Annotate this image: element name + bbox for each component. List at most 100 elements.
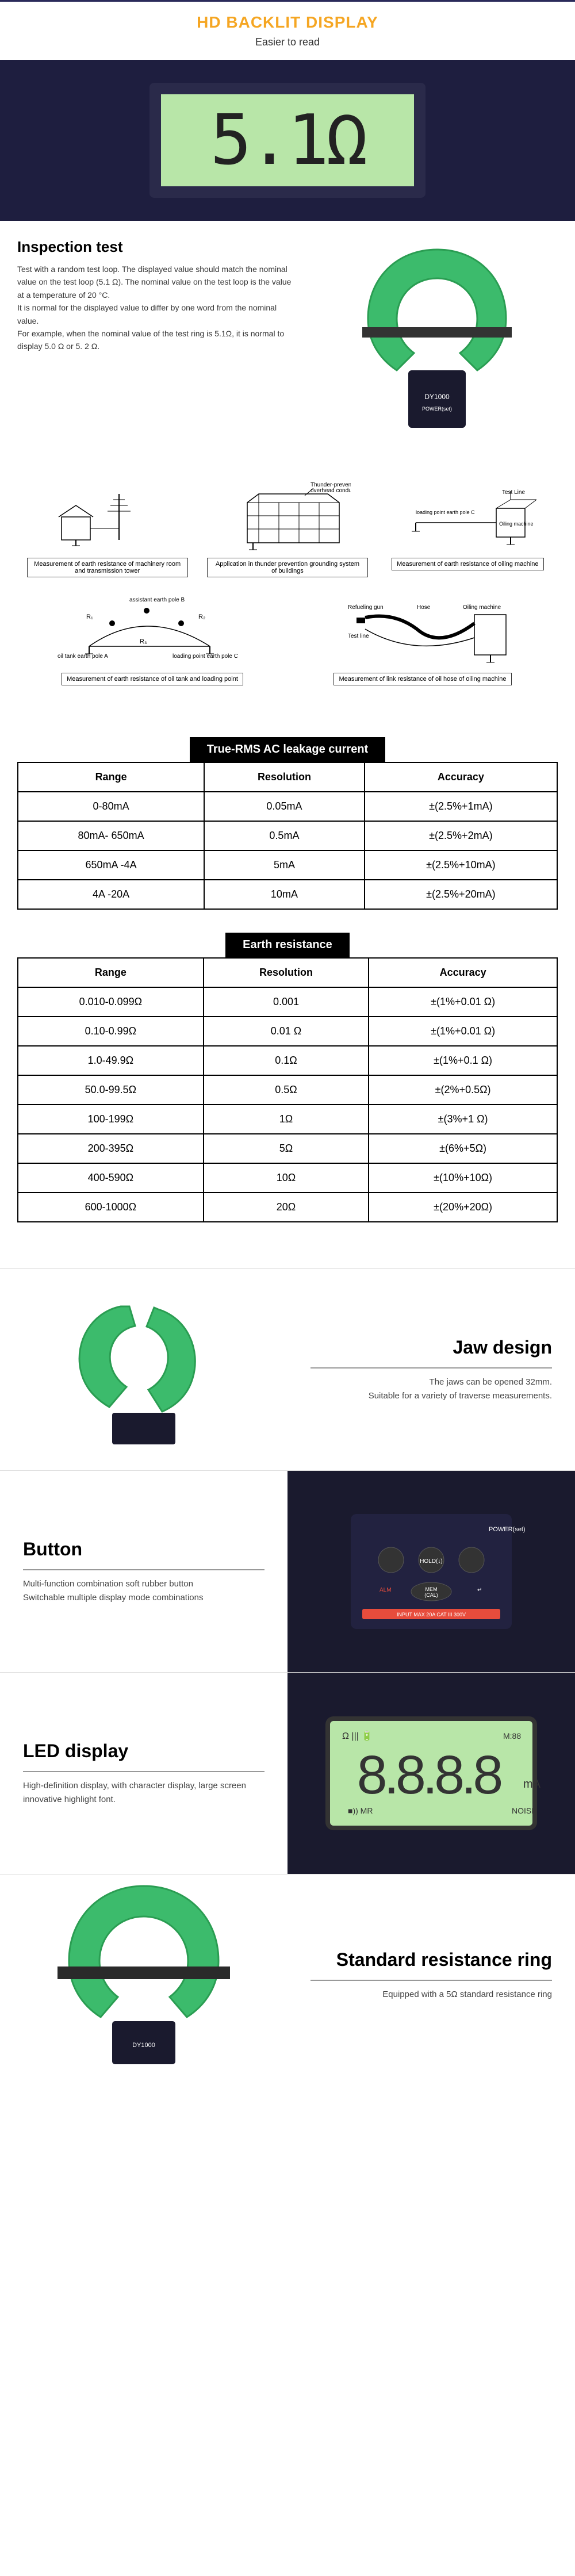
svg-text:(CAL): (CAL) [424,1592,438,1598]
table-cell: 0.01 Ω [204,1017,369,1046]
table-cell: 50.0-99.5Ω [18,1075,204,1105]
diagram-building: Thunder-prevention overhead conductor Ap… [207,480,368,577]
table-cell: ±(1%+0.01 Ω) [369,987,557,1017]
table-cell: 0.10-0.99Ω [18,1017,204,1046]
table-row: 50.0-99.5Ω0.5Ω±(2%+0.5Ω) [18,1075,557,1105]
diagram-oiling: Test Line loading point earth pole C Oil… [387,480,548,577]
diagram-caption: Measurement of earth resistance of machi… [27,558,188,577]
table-ac: RangeResolutionAccuracy 0-80mA0.05mA±(2.… [17,762,558,910]
feature-jaw: Jaw design The jaws can be opened 32mm. … [0,1268,575,1470]
table-row: 80mA- 650mA0.5mA±(2.5%+2mA) [18,821,557,850]
svg-text:loading point earth pole C: loading point earth pole C [172,653,238,660]
feature-ring: DY1000 Standard resistance ring Equipped… [0,1874,575,2076]
ring-title: Standard resistance ring [310,1949,552,1971]
svg-text:NOISE: NOISE [512,1806,537,1815]
svg-text:assistant earth pole B: assistant earth pole B [129,597,185,603]
table-cell: 1.0-49.9Ω [18,1046,204,1075]
ring-image: DY1000 [0,1874,288,2076]
diagram-caption: Measurement of earth resistance of oil t… [62,673,243,685]
led-image: Ω ||| 🔋 M:88 8.8.8.8 mA NOISE ■)) MR [288,1673,575,1874]
diagram-hose: Refueling gun Hose Oiling machine Test l… [313,595,532,685]
table-cell: ±(20%+20Ω) [369,1193,557,1222]
diagram-caption: Measurement of link resistance of oil ho… [334,673,511,685]
table-row: 200-395Ω5Ω±(6%+5Ω) [18,1134,557,1163]
svg-text:■)) MR: ■)) MR [348,1806,373,1815]
lcd-screen: 5.1Ω [150,83,425,198]
table-cell: 5mA [204,850,365,880]
led-title: LED display [23,1741,264,1762]
svg-text:R₃: R₃ [140,638,147,645]
table-cell: 1Ω [204,1105,369,1134]
led-text: LED display High-definition display, wit… [0,1718,288,1830]
table-row: 4A -20A10mA±(2.5%+20mA) [18,880,557,909]
table-ac-title: True-RMS AC leakage current [190,737,385,762]
svg-text:R₁: R₁ [86,614,93,620]
table-row: 0-80mA0.05mA±(2.5%+1mA) [18,792,557,821]
table-header: Range [18,958,204,987]
svg-text:DY1000: DY1000 [424,393,450,401]
table-cell: 10Ω [204,1163,369,1193]
table-cell: 80mA- 650mA [18,821,204,850]
diagram-oil-tank: assistant earth pole B R₁ R₂ R₃ oil tank… [43,595,262,685]
table-row: 400-590Ω10Ω±(10%+10Ω) [18,1163,557,1193]
table-cell: 0.5Ω [204,1075,369,1105]
table-cell: 5Ω [204,1134,369,1163]
table-earth-section: Earth resistance RangeResolutionAccuracy… [0,921,575,1234]
table-cell: 0.1Ω [204,1046,369,1075]
svg-text:8.8.8.8: 8.8.8.8 [357,1745,501,1805]
test-bar [362,327,512,338]
feature-led: LED display High-definition display, wit… [0,1672,575,1874]
diagram-row-2: assistant earth pole B R₁ R₂ R₃ oil tank… [17,595,558,685]
svg-text:HOLD(↓): HOLD(↓) [420,1558,442,1565]
svg-text:mA: mA [523,1778,541,1791]
table-header: Accuracy [365,762,557,792]
table-cell: 650mA -4A [18,850,204,880]
table-header: Resolution [204,762,365,792]
table-cell: 600-1000Ω [18,1193,204,1222]
table-cell: ±(1%+0.01 Ω) [369,1017,557,1046]
button-desc: Multi-function combination soft rubber b… [23,1577,264,1605]
svg-text:POWER(set): POWER(set) [489,1526,526,1533]
svg-text:Refueling gun: Refueling gun [348,604,384,611]
diagram-row-1: Measurement of earth resistance of machi… [17,480,558,577]
svg-text:MEM: MEM [425,1586,438,1592]
table-header: Accuracy [369,958,557,987]
inspection-section: Inspection test Test with a random test … [0,221,575,457]
table-earth-title: Earth resistance [225,933,350,957]
diagram-caption: Measurement of earth resistance of oilin… [392,558,543,570]
table-cell: 0.001 [204,987,369,1017]
jaw-title: Jaw design [310,1337,552,1358]
jaw-text: Jaw design The jaws can be opened 32mm. … [288,1314,575,1426]
table-cell: 10mA [204,880,365,909]
table-row: 1.0-49.9Ω0.1Ω±(1%+0.1 Ω) [18,1046,557,1075]
svg-text:overhead conductor: overhead conductor [310,488,351,494]
svg-text:M:88: M:88 [503,1731,521,1741]
table-header: Range [18,762,204,792]
ring-desc: Equipped with a 5Ω standard resistance r… [310,1988,552,2002]
table-cell: ±(10%+10Ω) [369,1163,557,1193]
svg-text:Ω ||| 🔋: Ω ||| 🔋 [342,1730,373,1741]
svg-text:loading point earth pole C: loading point earth pole C [416,509,475,515]
jaw-image [0,1269,288,1470]
diagrams-section: Measurement of earth resistance of machi… [0,457,575,726]
table-header: Resolution [204,958,369,987]
button-title: Button [23,1539,264,1560]
svg-text:oil tank earth pole A: oil tank earth pole A [57,653,108,660]
hd-backlit-section: HD BACKLIT DISPLAY Easier to read [0,0,575,48]
table-cell: ±(3%+1 Ω) [369,1105,557,1134]
jaw-desc: The jaws can be opened 32mm. Suitable fo… [310,1375,552,1403]
hd-subtitle: Easier to read [0,36,575,48]
table-row: 0.010-0.099Ω0.001±(1%+0.01 Ω) [18,987,557,1017]
table-cell: ±(2.5%+10mA) [365,850,557,880]
table-cell: 0.010-0.099Ω [18,987,204,1017]
lcd-band: 5.1Ω [0,60,575,221]
inspection-text: Inspection test Test with a random test … [17,238,299,439]
table-cell: ±(2.5%+20mA) [365,880,557,909]
svg-text:ALM: ALM [379,1587,392,1593]
svg-text:DY1000: DY1000 [132,2042,155,2049]
table-row: 650mA -4A5mA±(2.5%+10mA) [18,850,557,880]
diagram-tower: Measurement of earth resistance of machi… [27,480,188,577]
table-row: 0.10-0.99Ω0.01 Ω±(1%+0.01 Ω) [18,1017,557,1046]
led-desc: High-definition display, with character … [23,1779,264,1807]
table-cell: 20Ω [204,1193,369,1222]
